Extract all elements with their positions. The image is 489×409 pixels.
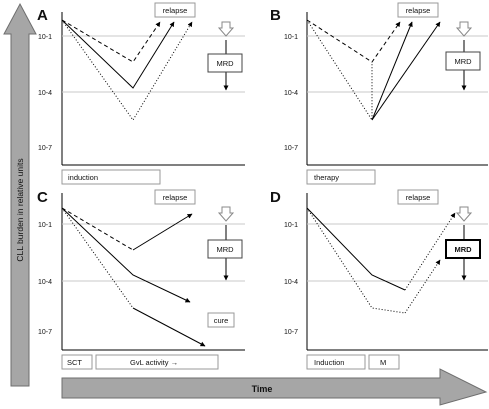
curve-dashed <box>306 19 401 63</box>
tick-label: 10-7 <box>284 329 298 336</box>
open-arrow-icon <box>455 206 473 222</box>
curve-dashed <box>61 19 161 63</box>
relapse-label: relapse <box>163 193 188 202</box>
x-axis-label: Time <box>252 384 273 394</box>
panel-d: D 10-1 10-4 10-7 relapse MRD Induction M <box>270 189 488 370</box>
curve-dotted-cure <box>132 307 206 347</box>
y-axis-label: CLL burden in relative units <box>15 158 25 261</box>
tick-label: 10-4 <box>284 279 298 286</box>
mrd-label: MRD <box>216 245 234 254</box>
curve-dotted <box>306 207 406 314</box>
y-axis-arrow: CLL burden in relative units <box>3 2 37 387</box>
curve-dotted-relapse-2 <box>404 259 441 314</box>
phase-box <box>61 354 93 370</box>
panel-letter: A <box>37 7 48 24</box>
curve-dashed-relapse <box>132 213 193 251</box>
relapse-label: relapse <box>406 6 431 15</box>
tick-label: 10-1 <box>38 222 52 229</box>
phase-box <box>61 169 161 185</box>
tick-label: 10-1 <box>284 222 298 229</box>
curve-solid <box>61 19 175 89</box>
curve-solid <box>61 207 191 303</box>
phase-box <box>368 354 400 370</box>
panel-b: B 10-1 10-4 10-7 relapse MRD therapy <box>270 2 488 185</box>
tick-label: 10-4 <box>284 90 298 97</box>
relapse-box <box>154 189 196 205</box>
mrd-label: MRD <box>216 59 234 68</box>
relapse-box <box>154 2 196 18</box>
curve-dashed <box>61 207 134 251</box>
curve-solid-2 <box>371 21 441 121</box>
mrd-box <box>445 239 481 259</box>
panel-c: C 10-1 10-4 10-7 relapse MRD cure SCT Gv… <box>37 189 245 370</box>
panel-letter: C <box>37 189 48 206</box>
phase-box <box>95 354 219 370</box>
tick-label: 10-7 <box>38 145 52 152</box>
open-arrow-icon <box>455 21 473 37</box>
panel-letter: D <box>270 189 281 206</box>
cure-label: cure <box>214 316 229 325</box>
tick-label: 10-1 <box>284 34 298 41</box>
phase-box <box>306 354 366 370</box>
panel-a: A 10-1 10-4 10-7 relapse MRD induction <box>37 2 245 185</box>
open-arrow-icon <box>217 21 235 37</box>
relapse-label: relapse <box>163 6 188 15</box>
mrd-label: MRD <box>454 57 472 66</box>
mrd-box <box>207 53 243 73</box>
phase-label: GvL activity → <box>130 358 178 367</box>
panel-letter: B <box>270 7 281 24</box>
curve-dotted-relapse <box>404 212 456 291</box>
x-axis-arrow: Time <box>61 368 488 406</box>
relapse-box <box>397 189 439 205</box>
phase-label: Induction <box>314 358 344 367</box>
curve-dotted-to-dashed <box>306 19 373 122</box>
mrd-box <box>445 51 481 71</box>
phase-label: therapy <box>314 173 339 182</box>
curve-dotted <box>61 207 134 309</box>
open-arrow-icon <box>217 206 235 222</box>
relapse-box <box>397 2 439 18</box>
phase-box <box>306 169 376 185</box>
curve-solid <box>371 21 413 121</box>
curve-dotted <box>61 19 193 121</box>
phase-label: SCT <box>67 358 82 367</box>
mrd-box <box>207 239 243 259</box>
tick-label: 10-1 <box>38 34 52 41</box>
tick-label: 10-4 <box>38 90 52 97</box>
tick-label: 10-4 <box>38 279 52 286</box>
tick-label: 10-7 <box>38 329 52 336</box>
relapse-label: relapse <box>406 193 431 202</box>
tick-label: 10-7 <box>284 145 298 152</box>
cure-box <box>207 312 235 328</box>
phase-label: induction <box>68 173 98 182</box>
phase-label: M <box>380 358 386 367</box>
curve-solid <box>306 207 406 291</box>
mrd-label: MRD <box>454 245 472 254</box>
